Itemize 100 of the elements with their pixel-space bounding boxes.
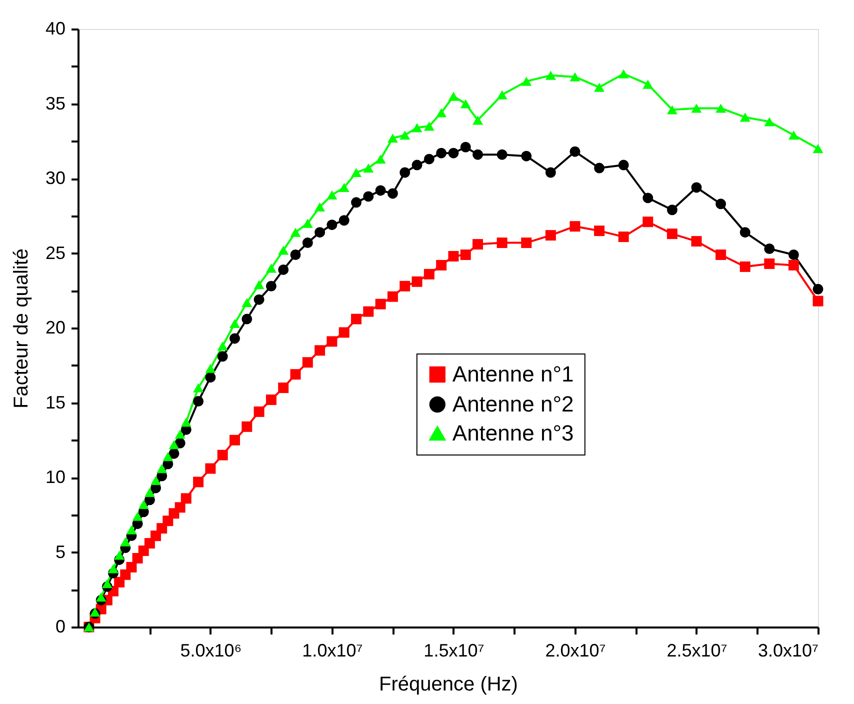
point (812, 144, 824, 154)
point (132, 512, 143, 521)
point (326, 336, 338, 347)
point (740, 112, 750, 122)
point (338, 182, 350, 192)
x-tick-label: 3.0x10⁷ (758, 640, 818, 660)
point (266, 394, 276, 406)
point (338, 327, 350, 338)
point (205, 463, 216, 474)
point (126, 562, 137, 572)
point (217, 351, 228, 362)
y-axis-title: Facteur de qualité (10, 248, 32, 409)
point (570, 146, 580, 157)
point (496, 90, 508, 100)
y-tick-label: 5 (55, 542, 66, 562)
point (764, 244, 775, 254)
point (230, 434, 240, 446)
point (217, 450, 228, 460)
point (436, 260, 447, 270)
legend-label: Antenne n°3 (452, 420, 574, 446)
y-tick-label: 25 (45, 242, 66, 263)
point (788, 260, 799, 270)
point (314, 227, 326, 238)
point (436, 148, 447, 158)
point (400, 280, 410, 292)
point (174, 430, 186, 439)
point (472, 149, 484, 160)
point (254, 280, 264, 290)
point (150, 476, 162, 486)
point (424, 268, 434, 280)
point (302, 238, 313, 248)
point (266, 280, 276, 292)
point (812, 284, 824, 294)
x-tick-label: 1.5x10⁷ (424, 640, 484, 660)
y-tick-label: 40 (45, 18, 66, 38)
point (180, 493, 192, 504)
point (642, 216, 654, 228)
point (691, 236, 702, 247)
point (740, 261, 750, 272)
point (174, 502, 186, 513)
point (242, 421, 252, 432)
point (594, 162, 605, 174)
point (168, 440, 180, 450)
point (290, 228, 301, 237)
x-tick-label: 2.5x10⁷ (666, 640, 728, 660)
point (594, 226, 605, 236)
point (242, 298, 252, 308)
point (666, 105, 678, 114)
y-tick-label: 20 (45, 318, 66, 338)
point (618, 69, 629, 78)
point (460, 142, 471, 152)
point (400, 130, 410, 140)
point (278, 246, 289, 255)
point (642, 80, 654, 89)
point (387, 188, 398, 199)
point (302, 357, 313, 368)
point (545, 230, 556, 241)
point (716, 104, 726, 113)
point (521, 76, 532, 86)
point (788, 250, 799, 260)
point (351, 197, 362, 208)
point (387, 134, 398, 143)
point (545, 70, 556, 80)
point (472, 116, 484, 125)
point (180, 418, 192, 427)
point (387, 291, 398, 302)
point (412, 160, 422, 170)
point (521, 238, 532, 248)
point (412, 276, 422, 287)
point (764, 117, 775, 126)
point (400, 167, 410, 178)
point (716, 198, 726, 210)
point (96, 592, 106, 602)
point (436, 108, 447, 118)
point (618, 160, 629, 170)
point (156, 464, 168, 474)
point (788, 130, 799, 140)
point (764, 258, 775, 269)
point (460, 250, 471, 260)
point (230, 333, 240, 344)
point (691, 104, 702, 113)
y-tick-label: 35 (45, 93, 66, 114)
point (521, 150, 532, 162)
point (460, 99, 471, 108)
legend-label: Antenne n°2 (452, 392, 574, 416)
point (144, 488, 155, 497)
point (740, 227, 750, 238)
point (114, 550, 125, 560)
point (472, 239, 484, 250)
point (205, 364, 216, 373)
point (666, 228, 678, 240)
point (424, 154, 434, 164)
point (278, 264, 289, 275)
point (314, 345, 326, 356)
point (666, 204, 678, 216)
x-tick-label: 2.0x10⁷ (545, 640, 606, 660)
point (642, 192, 654, 204)
point (193, 396, 204, 406)
point (242, 314, 252, 324)
point (290, 369, 301, 380)
